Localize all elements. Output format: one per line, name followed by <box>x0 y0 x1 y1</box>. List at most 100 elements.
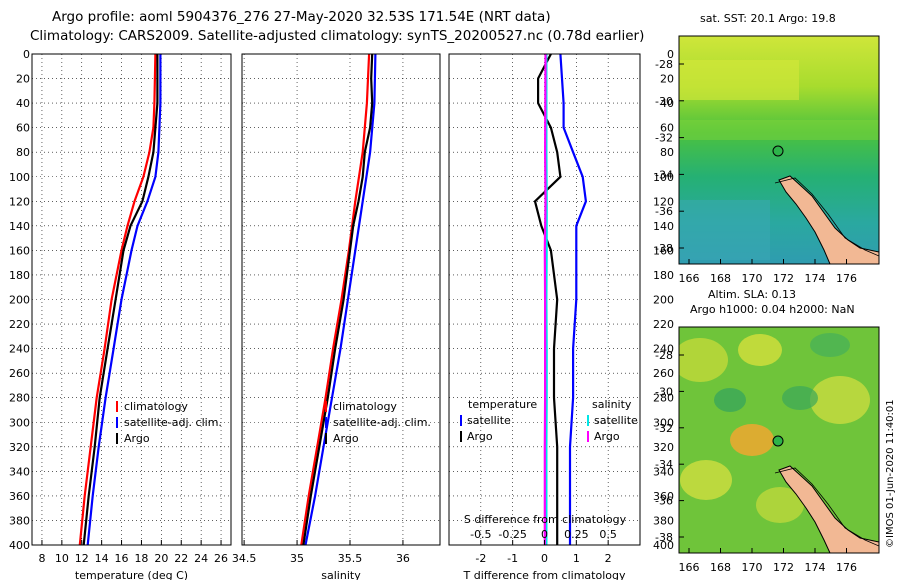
lon-tick-label: 166 <box>679 561 700 574</box>
credit-text: ©IMOS 01-Jun-2020 11:40:01 <box>885 399 896 548</box>
x-tick-label: -2 <box>475 552 486 565</box>
salinity-tick-label: 0 <box>541 528 548 541</box>
depth-tick-label-right: 380 <box>653 514 674 527</box>
x-tick-label: -1 <box>507 552 518 565</box>
salinity-tick-label: 0.5 <box>599 528 617 541</box>
depth-tick-label: 240 <box>9 343 30 356</box>
x-tick-label: 14 <box>95 552 109 565</box>
x-tick-label: 1 <box>573 552 580 565</box>
depth-tick-label: 60 <box>16 122 30 135</box>
depth-tick-label: 20 <box>16 73 30 86</box>
legend-label: satellite <box>594 414 638 427</box>
sla-blob <box>810 376 870 424</box>
depth-tick-label: 340 <box>9 465 30 478</box>
lon-tick-label: 172 <box>773 272 794 285</box>
lat-tick-label: -32 <box>655 132 673 145</box>
x-axis-label: salinity <box>321 569 361 580</box>
header-line-1: Argo profile: aoml 5904376_276 27-May-20… <box>52 9 551 25</box>
x-tick-label: 0 <box>541 552 548 565</box>
depth-tick-label: 120 <box>9 195 30 208</box>
x-tick-label: 35 <box>290 552 304 565</box>
x-tick-label: 8 <box>38 552 45 565</box>
legend-label: climatology <box>333 400 397 413</box>
x-tick-label: 36 <box>396 552 410 565</box>
x-axis-label: temperature (deg C) <box>75 569 188 580</box>
depth-tick-label: 160 <box>9 244 30 257</box>
depth-tick-label: 380 <box>9 514 30 527</box>
lon-tick-label: 172 <box>773 561 794 574</box>
x-axis-label: T difference from climatology <box>463 569 626 580</box>
depth-tick-label: 140 <box>9 220 30 233</box>
lat-tick-label: -36 <box>655 495 673 508</box>
x-tick-label: 22 <box>174 552 188 565</box>
x-tick-label: 18 <box>134 552 148 565</box>
depth-tick-label: 40 <box>16 97 30 110</box>
sla-blob <box>680 460 732 500</box>
x-tick-label: 10 <box>55 552 69 565</box>
depth-tick-label: 80 <box>16 146 30 159</box>
lon-tick-label: 170 <box>742 561 763 574</box>
legend-label: Argo <box>124 432 150 445</box>
lon-tick-label: 176 <box>836 561 857 574</box>
salinity-tick-label: -0.25 <box>498 528 526 541</box>
lat-tick-label: -36 <box>655 205 673 218</box>
sla-low <box>714 388 746 412</box>
lon-tick-label: 168 <box>710 272 731 285</box>
depth-tick-label: 280 <box>9 392 30 405</box>
depth-tick-label-right: 320 <box>653 441 674 454</box>
sla-blob <box>672 338 728 382</box>
sla-low <box>782 386 818 410</box>
depth-tick-label-right: 260 <box>653 367 674 380</box>
lat-tick-label: -34 <box>655 168 673 181</box>
sla-argo-marker <box>773 436 783 446</box>
lat-tick-label: -30 <box>655 95 673 108</box>
lon-tick-label: 170 <box>742 272 763 285</box>
x-tick-label: 24 <box>194 552 208 565</box>
sst-warm-patch <box>679 60 799 100</box>
depth-tick-label-right: 220 <box>653 318 674 331</box>
depth-tick-label: 360 <box>9 490 30 503</box>
depth-tick-label: 300 <box>9 416 30 429</box>
legend-label: satellite-adj. clim. <box>333 416 431 429</box>
depth-tick-label: 0 <box>23 48 30 61</box>
x-tick-label: 20 <box>154 552 168 565</box>
legend-title-temperature: temperature <box>468 398 537 411</box>
sst-map-title: sat. SST: 20.1 Argo: 19.8 <box>700 12 836 25</box>
sst-front <box>679 120 879 140</box>
lat-tick-label: -30 <box>655 385 673 398</box>
series-line-t-argo <box>535 54 560 545</box>
lat-tick-label: -28 <box>655 58 673 71</box>
sla-map-title-2: Argo h1000: 0.04 h2000: NaN <box>690 303 855 316</box>
lon-tick-label: 166 <box>679 272 700 285</box>
legend-label: satellite <box>467 414 511 427</box>
sla-blob <box>738 334 782 366</box>
salinity-difference-label: S difference from climatology <box>464 513 627 526</box>
depth-tick-label: 200 <box>9 294 30 307</box>
x-tick-label: 16 <box>115 552 129 565</box>
x-tick-label: 26 <box>214 552 228 565</box>
x-tick-label: 34.5 <box>232 552 257 565</box>
salinity-tick-label: -0.5 <box>470 528 491 541</box>
sla-map-title-1: Altim. SLA: 0.13 <box>708 288 796 301</box>
sst-cool-patch <box>680 200 770 260</box>
depth-tick-label-right: 180 <box>653 269 674 282</box>
depth-tick-label-right: 80 <box>660 146 674 159</box>
lon-tick-label: 176 <box>836 272 857 285</box>
lon-tick-label: 174 <box>805 561 826 574</box>
depth-tick-label: 400 <box>9 539 30 552</box>
depth-tick-label-right: 200 <box>653 294 674 307</box>
depth-tick-label: 260 <box>9 367 30 380</box>
legend-label: Argo <box>333 432 359 445</box>
depth-tick-label: 100 <box>9 171 30 184</box>
lat-tick-label: -38 <box>655 531 673 544</box>
legend-label: Argo <box>594 430 620 443</box>
lon-tick-label: 168 <box>710 561 731 574</box>
sla-low <box>810 333 850 357</box>
depth-tick-label: 220 <box>9 318 30 331</box>
panel-frame <box>32 54 231 545</box>
x-tick-label: 35.5 <box>338 552 363 565</box>
